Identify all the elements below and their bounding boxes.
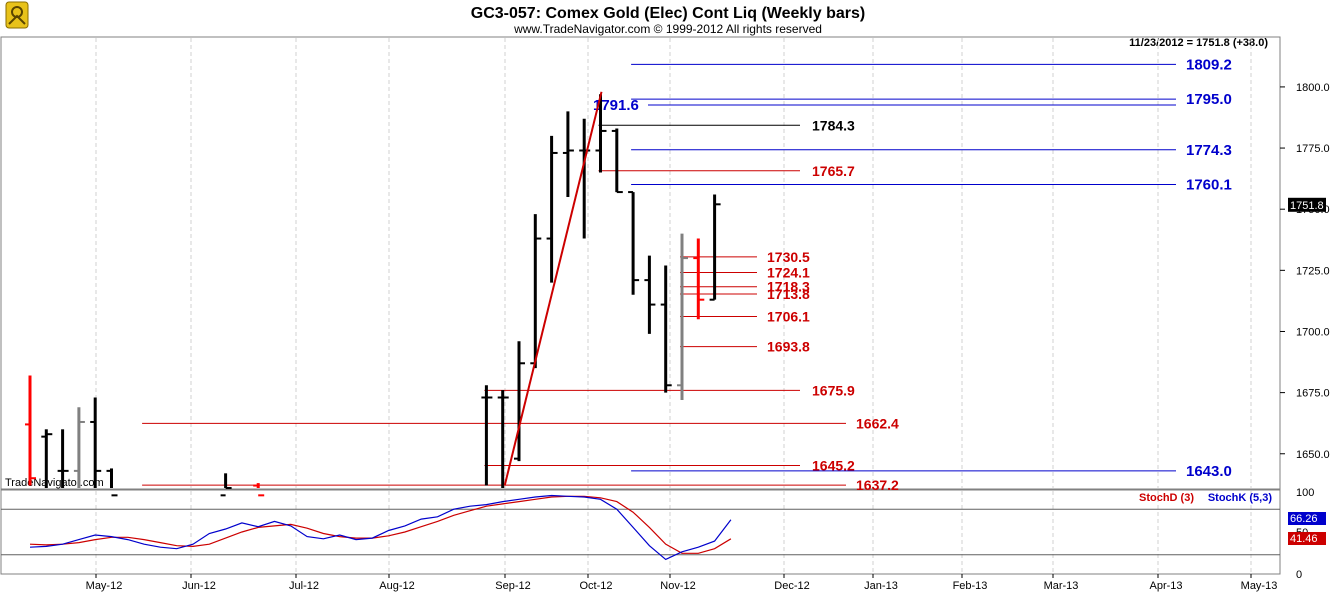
last-price-value: 1751.8 [1290, 200, 1324, 212]
x-tick-label: Aug-12 [379, 580, 414, 592]
level-label: 1730.5 [767, 249, 810, 265]
trendline-segment [503, 91, 603, 486]
x-tick-label: May-13 [1241, 580, 1278, 592]
x-tick-label: Oct-12 [579, 580, 612, 592]
level-label: 1760.1 [1186, 176, 1232, 193]
x-axis: May-12 Jun-12 Jul-12 Aug-12 Sep-12 Oct-12 Nov-… [86, 574, 1278, 592]
x-tick-label: May-12 [86, 580, 123, 592]
level-label: 1795.0 [1186, 91, 1232, 108]
level-label: 1765.7 [812, 163, 855, 179]
price-panel-frame [0, 36, 1281, 490]
level-label: 1774.3 [1186, 142, 1232, 159]
x-tick-label: Feb-13 [953, 580, 988, 592]
legend-stochd: StochD (3) [1139, 492, 1194, 504]
level-label: 1809.2 [1186, 56, 1232, 73]
level-label: 1713.8 [767, 286, 810, 302]
level-label: 1645.2 [812, 458, 855, 474]
level-label: 1675.9 [812, 382, 855, 398]
y-tick-label: 1700.0 [1296, 326, 1330, 338]
grid-layer [1, 38, 1280, 574]
level-label: 1637.2 [856, 477, 899, 493]
last-quote-label: 11/23/2012 = 1751.8 (+38.0) [1129, 37, 1268, 49]
y-tick-label: 1775.0 [1296, 143, 1330, 155]
last-price-badge: 1751.8 [1288, 197, 1326, 212]
stochk-value: 66.26 [1290, 513, 1318, 525]
legend-stochk: StochK (5,3) [1208, 492, 1273, 504]
stochastic-lines [29, 494, 732, 561]
level-label: 1718.3 [767, 279, 810, 295]
x-tick-label: Jan-13 [864, 580, 898, 592]
level-lines: 1809.2 1795.0 1791.6 1774.3 1760.1 1643.0 1784… [142, 56, 1232, 493]
stochk-value-badge: 66.26 [1288, 512, 1326, 525]
stochd-line [29, 495, 732, 554]
stoch-y-tick-label: 0 [1296, 569, 1302, 581]
x-tick-label: Dec-12 [774, 580, 809, 592]
watermark-label: TradeNavigator.com [5, 477, 104, 489]
chart-subtitle: www.TradeNavigator.com © 1999-2012 All r… [513, 22, 822, 36]
stochd-value-badge: 41.46 [1288, 532, 1326, 545]
level-label: 1643.0 [1186, 463, 1232, 480]
stoch-y-tick-label: 100 [1296, 487, 1314, 499]
trendline [503, 91, 603, 486]
stochd-value: 41.46 [1290, 533, 1318, 545]
x-tick-label: Sep-12 [495, 580, 530, 592]
y-tick-label: 1725.0 [1296, 265, 1330, 277]
level-label: 1724.1 [767, 265, 810, 281]
level-label: 1706.1 [767, 309, 810, 325]
price-bars [25, 94, 721, 497]
level-label: 1693.8 [767, 339, 810, 355]
y-tick-label: 1650.0 [1296, 449, 1330, 461]
level-label: 1791.6 [593, 97, 639, 114]
stochk-line [29, 494, 732, 561]
navigator-logo-icon [5, 1, 29, 29]
y-tick-label: 1675.0 [1296, 388, 1330, 400]
level-label: 1784.3 [812, 117, 855, 133]
chart-title: GC3-057: Comex Gold (Elec) Cont Liq (Wee… [471, 5, 865, 22]
x-tick-label: Mar-13 [1044, 580, 1079, 592]
stochastic-panel-frame [0, 489, 1281, 575]
level-label: 1662.4 [856, 415, 899, 431]
x-tick-label: Nov-12 [660, 580, 695, 592]
x-tick-label: Jul-12 [289, 580, 319, 592]
x-tick-label: Jun-12 [182, 580, 216, 592]
y-tick-label: 1800.0 [1296, 82, 1330, 94]
x-tick-label: Apr-13 [1149, 580, 1182, 592]
